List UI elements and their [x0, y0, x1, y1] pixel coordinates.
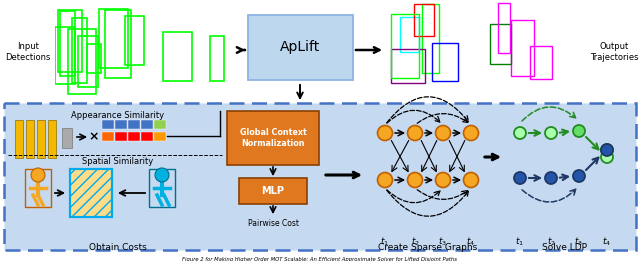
- Text: ApLift: ApLift: [280, 40, 321, 55]
- Bar: [149, 169, 175, 207]
- Bar: [68, 29, 96, 94]
- Bar: [128, 120, 140, 129]
- Bar: [531, 46, 552, 79]
- Text: $t_1$: $t_1$: [381, 236, 390, 248]
- Text: $t_2$: $t_2$: [547, 236, 556, 248]
- Bar: [60, 11, 76, 76]
- Bar: [72, 19, 87, 83]
- Circle shape: [31, 168, 45, 182]
- Bar: [102, 132, 114, 141]
- Circle shape: [514, 172, 526, 184]
- Circle shape: [408, 173, 422, 187]
- Text: Solve LDP: Solve LDP: [543, 243, 588, 252]
- Bar: [55, 27, 74, 84]
- Bar: [78, 36, 98, 86]
- Text: Pairwise Cost: Pairwise Cost: [248, 219, 298, 228]
- Bar: [115, 120, 127, 129]
- Circle shape: [155, 168, 169, 182]
- Bar: [141, 132, 153, 141]
- Text: $t_4$: $t_4$: [602, 236, 612, 248]
- Circle shape: [601, 144, 613, 156]
- Text: Figure 2 for Making Higher Order MOT Scalable: An Efficient Approximate Solver f: Figure 2 for Making Higher Order MOT Sca…: [182, 257, 458, 261]
- Bar: [415, 4, 434, 36]
- Text: $t_3$: $t_3$: [575, 236, 584, 248]
- Bar: [70, 169, 112, 217]
- Circle shape: [435, 126, 451, 140]
- Bar: [511, 20, 534, 76]
- Circle shape: [601, 144, 613, 156]
- Circle shape: [408, 126, 422, 140]
- Bar: [433, 43, 458, 81]
- Bar: [163, 32, 192, 81]
- Bar: [37, 120, 45, 158]
- Bar: [102, 120, 114, 129]
- Text: MLP: MLP: [262, 186, 285, 196]
- FancyBboxPatch shape: [227, 111, 319, 165]
- Text: Spatial Similarity: Spatial Similarity: [83, 157, 154, 166]
- Text: Global Context
Normalization: Global Context Normalization: [239, 128, 307, 149]
- Bar: [141, 120, 153, 129]
- Bar: [87, 44, 101, 73]
- Bar: [125, 16, 143, 65]
- Bar: [490, 24, 511, 64]
- Bar: [422, 4, 439, 73]
- Text: Create Sparse Graphs: Create Sparse Graphs: [378, 243, 477, 252]
- Text: Appearance Similarity: Appearance Similarity: [72, 111, 164, 120]
- Bar: [99, 9, 129, 68]
- Circle shape: [573, 170, 585, 182]
- FancyBboxPatch shape: [248, 15, 353, 80]
- Bar: [498, 3, 509, 54]
- Circle shape: [514, 127, 526, 139]
- Bar: [48, 120, 56, 158]
- FancyBboxPatch shape: [4, 103, 636, 250]
- Text: $t_2$: $t_2$: [410, 236, 419, 248]
- Bar: [154, 132, 166, 141]
- Bar: [211, 36, 225, 81]
- Bar: [401, 17, 419, 52]
- Text: $t_4$: $t_4$: [467, 236, 476, 248]
- Bar: [105, 9, 131, 78]
- FancyBboxPatch shape: [239, 178, 307, 204]
- Circle shape: [463, 126, 479, 140]
- Bar: [115, 132, 127, 141]
- Circle shape: [378, 126, 392, 140]
- Bar: [15, 120, 23, 158]
- Bar: [390, 14, 419, 78]
- Text: Obtain Costs: Obtain Costs: [89, 243, 147, 252]
- Bar: [154, 120, 166, 129]
- Text: Output
Trajectories: Output Trajectories: [589, 42, 638, 62]
- Circle shape: [545, 172, 557, 184]
- Bar: [25, 169, 51, 207]
- Bar: [70, 169, 112, 217]
- Text: $t_3$: $t_3$: [438, 236, 447, 248]
- Bar: [26, 120, 34, 158]
- Bar: [128, 132, 140, 141]
- Bar: [62, 128, 72, 148]
- Circle shape: [545, 127, 557, 139]
- Circle shape: [378, 173, 392, 187]
- Text: $t_1$: $t_1$: [515, 236, 525, 248]
- Text: ×: ×: [89, 130, 99, 144]
- Text: Input
Detections: Input Detections: [5, 42, 51, 62]
- Circle shape: [463, 173, 479, 187]
- Bar: [390, 49, 425, 83]
- Circle shape: [601, 151, 613, 163]
- Circle shape: [435, 173, 451, 187]
- Circle shape: [573, 125, 585, 137]
- Bar: [58, 10, 83, 72]
